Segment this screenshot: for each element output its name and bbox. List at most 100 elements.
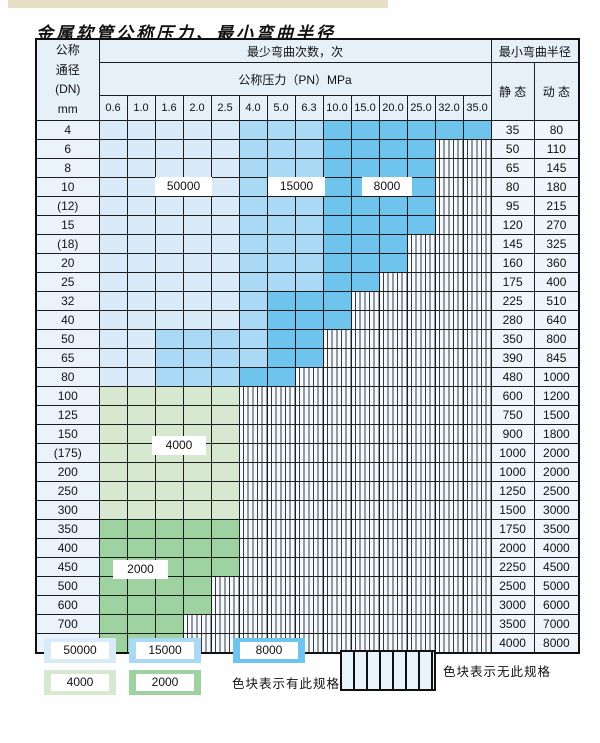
radius-header: 最小弯曲半径 [490,38,580,63]
zone-label: 15000 [268,177,325,196]
no-spec-cell [434,462,464,482]
spec-cell-g2 [154,538,184,558]
spec-cell-z5 [126,253,156,273]
spec-cell-g4 [182,405,212,425]
spec-cell-z8 [406,215,436,235]
dynamic-radius-cell: 80 [533,120,580,140]
table-row: 150 900 1800 [35,424,580,444]
spec-cell-g2 [210,557,240,577]
spec-cell-z5 [98,120,128,140]
no-spec-cell [322,462,352,482]
legend-swatch: 4000 [44,670,116,695]
table-row: 250 1250 2500 [35,481,580,501]
spec-cell-g2 [210,519,240,539]
dn-cell: 400 [35,538,100,558]
spec-cell-z8 [322,272,352,292]
spec-cell-g2 [182,557,212,577]
no-spec-cell [210,576,240,596]
no-spec-cell [462,177,492,197]
spec-cell-z8 [378,139,408,159]
no-spec-cell [462,405,492,425]
spec-cell-g2 [98,595,128,615]
pressure-tick: 1.0 [126,95,156,121]
legend-swatch: 2000 [129,670,201,695]
spec-cell-g2 [182,538,212,558]
spec-cell-z5 [126,215,156,235]
spec-cell-z15 [238,177,268,197]
spec-cell-g4 [154,405,184,425]
spec-cell-z5 [182,234,212,254]
spec-cell-z5 [98,158,128,178]
dn-cell: 4 [35,120,100,140]
no-spec-cell [406,519,436,539]
spec-cell-g4 [210,443,240,463]
no-spec-cell [238,557,268,577]
spec-cell-g2 [154,519,184,539]
dynamic-radius-cell: 7000 [533,614,580,634]
no-spec-cell [350,538,380,558]
no-spec-cell [322,329,352,349]
spec-cell-g4 [210,462,240,482]
no-spec-cell [266,519,296,539]
spec-cell-z5 [210,310,240,330]
no-spec-cell [294,481,324,501]
spec-cell-z8 [294,329,324,349]
no-spec-cell [322,595,352,615]
no-spec-cell [378,595,408,615]
spec-cell-z15 [238,139,268,159]
table-row: 400 2000 4000 [35,538,580,558]
spec-cell-z8 [406,158,436,178]
spec-cell-z8 [294,348,324,368]
static-radius-cell: 390 [490,348,535,368]
no-spec-cell [462,500,492,520]
spec-cell-z5 [126,234,156,254]
no-spec-cell [406,557,436,577]
no-spec-cell [238,519,268,539]
table-row: 500 2500 5000 [35,576,580,596]
dynamic-radius-cell: 3500 [533,519,580,539]
no-spec-cell [182,633,212,654]
dn-cell: 800 [35,633,100,654]
no-spec-cell [462,576,492,596]
spec-cell-z15 [294,234,324,254]
no-spec-cell [378,614,408,634]
no-spec-cell [378,367,408,387]
spec-cell-z8 [266,310,296,330]
no-spec-cell [462,310,492,330]
no-spec-cell [406,576,436,596]
spec-cell-z5 [98,272,128,292]
dynamic-radius-cell: 215 [533,196,580,216]
spec-cell-z15 [238,272,268,292]
spec-cell-z5 [98,234,128,254]
legend-row-2: 4000 2000 色块表示有此规格 [44,670,340,695]
spec-cell-z8 [350,120,380,140]
no-spec-cell [266,443,296,463]
no-spec-cell [434,557,464,577]
scan-artifact-strip [8,0,388,8]
no-spec-swatch [340,650,436,691]
no-spec-cell [238,386,268,406]
spec-cell-z5 [154,272,184,292]
no-spec-cell [378,348,408,368]
static-radius-cell: 1750 [490,519,535,539]
no-spec-cell [434,177,464,197]
table-row: 4 35 80 [35,120,580,140]
table-row: (12) 95 215 [35,196,580,216]
spec-cell-g2 [182,519,212,539]
spec-cell-g4 [126,443,156,463]
no-spec-cell [322,576,352,596]
dynamic-radius-cell: 1500 [533,405,580,425]
spec-cell-z8 [322,310,352,330]
spec-cell-g2 [126,576,156,596]
no-spec-cell [294,424,324,444]
dn-cell: 40 [35,310,100,330]
dn-cell: 150 [35,424,100,444]
spec-cell-z15 [238,120,268,140]
dn-cell: 300 [35,500,100,520]
table-row: (18) 145 325 [35,234,580,254]
static-radius-cell: 750 [490,405,535,425]
table-row: 65 390 845 [35,348,580,368]
no-spec-cell [350,614,380,634]
spec-cell-z8 [378,196,408,216]
no-spec-cell [238,576,268,596]
